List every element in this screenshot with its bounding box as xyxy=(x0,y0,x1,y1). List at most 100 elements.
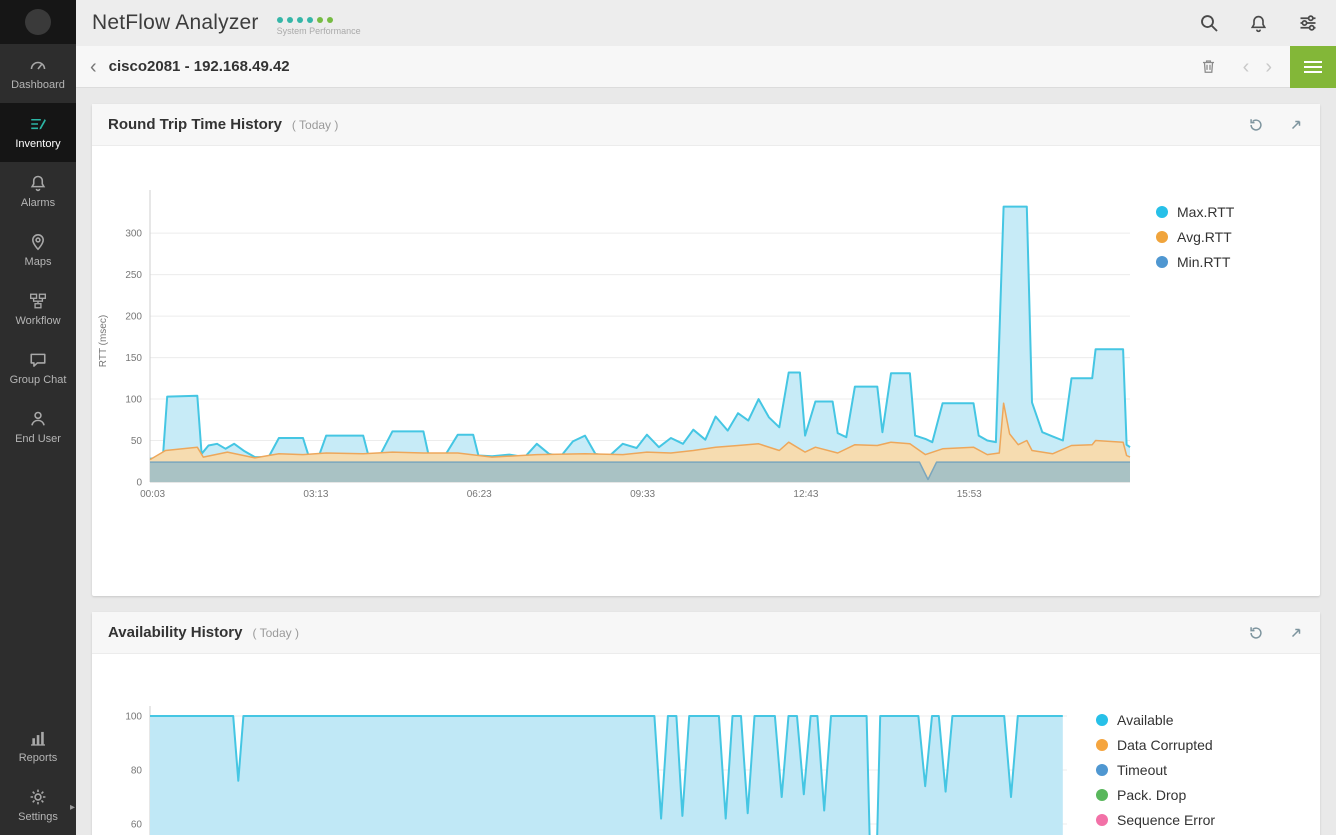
legend-label: Sequence Error xyxy=(1117,812,1216,828)
system-performance-status: System Performance xyxy=(276,16,361,36)
main-column: NetFlow Analyzer System Performance ‹ ci… xyxy=(76,0,1336,835)
filter-sliders-icon[interactable] xyxy=(1298,13,1318,33)
legend-item[interactable]: Max.RTT xyxy=(1156,204,1234,220)
availability-card-actions xyxy=(1248,625,1304,641)
legend-label: Avg.RTT xyxy=(1177,229,1232,245)
legend-dot xyxy=(1096,764,1108,776)
inventory-icon xyxy=(31,118,46,130)
legend-label: Data Corrupted xyxy=(1117,737,1213,753)
availability-chart: 60 80 100 xyxy=(125,706,1067,835)
gear-icon xyxy=(30,789,46,805)
hamburger-menu-button[interactable] xyxy=(1290,45,1336,88)
status-dot xyxy=(276,16,283,23)
svg-text:100: 100 xyxy=(125,395,142,406)
dashboard-icon xyxy=(30,61,46,70)
legend-dot xyxy=(1096,814,1108,826)
back-chevron[interactable]: ‹ xyxy=(90,55,97,78)
svg-text:100: 100 xyxy=(125,712,142,723)
svg-text:50: 50 xyxy=(131,436,143,447)
legend-dot xyxy=(1096,714,1108,726)
notifications-bell-icon[interactable] xyxy=(1249,14,1268,33)
legend-item[interactable]: Data Corrupted xyxy=(1096,737,1215,753)
device-title: cisco2081 - 192.168.49.42 xyxy=(108,58,290,75)
rtt-legend: Max.RTT Avg.RTT Min.RTT xyxy=(1142,146,1234,279)
status-caption: System Performance xyxy=(276,25,361,36)
sidebar-item-label: Workflow xyxy=(15,315,61,327)
rtt-card-header: Round Trip Time History ( Today ) xyxy=(92,104,1320,146)
svg-text:09:33: 09:33 xyxy=(630,489,655,500)
legend-dot xyxy=(1156,256,1168,268)
search-icon[interactable] xyxy=(1199,13,1219,33)
svg-text:200: 200 xyxy=(125,312,142,323)
sidebar-item-inventory[interactable]: Inventory xyxy=(0,103,76,162)
sidebar-item-maps[interactable]: Maps xyxy=(0,221,76,280)
trash-icon[interactable] xyxy=(1200,58,1217,75)
expand-icon[interactable] xyxy=(1288,117,1304,133)
legend-item[interactable]: Pack. Drop xyxy=(1096,787,1215,803)
sidebar-item-end-user[interactable]: End User xyxy=(0,398,76,457)
svg-text:150: 150 xyxy=(125,353,142,364)
sidebar-item-settings[interactable]: Settings ▸ xyxy=(0,776,76,835)
sidebar-item-alarms[interactable]: Alarms xyxy=(0,162,76,221)
refresh-icon[interactable] xyxy=(1248,625,1264,641)
svg-text:12:43: 12:43 xyxy=(793,489,818,500)
device-toolbar: ‹ cisco2081 - 192.168.49.42 ‹ › xyxy=(76,45,1336,88)
legend-dot xyxy=(1096,739,1108,751)
legend-label: Max.RTT xyxy=(1177,204,1235,220)
availability-card-body: 60 80 100 Available Data Corrupted Timeout Pa… xyxy=(92,654,1320,835)
refresh-icon[interactable] xyxy=(1248,117,1264,133)
status-dot xyxy=(316,16,323,23)
legend-label: Pack. Drop xyxy=(1117,787,1187,803)
card-availability: Availability History ( Today ) 60 80 100 A… xyxy=(92,612,1320,835)
sidebar-spacer xyxy=(0,457,76,717)
map-pin-icon xyxy=(32,234,44,251)
content-area: Round Trip Time History ( Today ) 0 50 100… xyxy=(76,88,1336,835)
legend-label: Available xyxy=(1117,712,1174,728)
sidebar-expand-icon[interactable]: ▸ xyxy=(69,802,75,813)
next-chevron[interactable]: › xyxy=(1265,55,1272,78)
svg-text:00:03: 00:03 xyxy=(140,489,165,500)
legend-label: Timeout xyxy=(1117,762,1168,778)
sidebar-item-workflow[interactable]: Workflow xyxy=(0,280,76,339)
rtt-chart: 0 50 100 150 200 250 300 00:03 03:13 06:23 09:33 12… xyxy=(98,190,1131,500)
sidebar-item-label: Inventory xyxy=(15,138,61,150)
sidebar-item-group-chat[interactable]: Group Chat xyxy=(0,339,76,398)
expand-icon[interactable] xyxy=(1288,625,1304,641)
sidebar-item-reports[interactable]: Reports xyxy=(0,717,76,776)
availability-card-title: Availability History xyxy=(108,624,243,641)
chat-bubble-icon xyxy=(30,353,46,367)
legend-item[interactable]: Available xyxy=(1096,712,1215,728)
rtt-card-period: ( Today ) xyxy=(291,117,339,132)
sidebar-item-label: Maps xyxy=(24,256,52,268)
availability-legend: Available Data Corrupted Timeout Pack. Drop… xyxy=(1082,654,1215,835)
prev-chevron[interactable]: ‹ xyxy=(1242,55,1250,78)
legend-item[interactable]: Min.RTT xyxy=(1156,254,1234,270)
svg-text:80: 80 xyxy=(131,766,143,777)
availability-card-header: Availability History ( Today ) xyxy=(92,612,1320,654)
sidebar-item-dashboard[interactable]: Dashboard xyxy=(0,44,76,103)
svg-text:0: 0 xyxy=(136,478,142,489)
avatar[interactable] xyxy=(25,9,51,35)
alarm-bell-icon xyxy=(30,175,46,192)
svg-text:60: 60 xyxy=(131,820,143,831)
sidebar-item-label: Group Chat xyxy=(9,374,67,386)
sidebar: Dashboard Inventory Alarms Maps Workflow… xyxy=(0,0,76,835)
status-dot xyxy=(326,16,333,23)
legend-dot xyxy=(1096,789,1108,801)
legend-label: Min.RTT xyxy=(1177,254,1231,270)
device-toolbar-actions: ‹ › xyxy=(1200,45,1336,88)
legend-item[interactable]: Sequence Error xyxy=(1096,812,1215,828)
sidebar-item-label: Settings xyxy=(18,811,58,823)
sidebar-item-label: Alarms xyxy=(20,197,56,209)
legend-item[interactable]: Timeout xyxy=(1096,762,1215,778)
rtt-card-body: 0 50 100 150 200 250 300 00:03 03:13 06:23 09:33 12… xyxy=(92,146,1320,596)
bar-chart-icon xyxy=(31,731,45,746)
avatar-block[interactable] xyxy=(0,0,76,44)
legend-dot xyxy=(1156,231,1168,243)
legend-dot xyxy=(1156,206,1168,218)
legend-item[interactable]: Avg.RTT xyxy=(1156,229,1234,245)
workflow-icon xyxy=(30,293,46,309)
top-header: NetFlow Analyzer System Performance xyxy=(76,0,1336,46)
card-round-trip-time: Round Trip Time History ( Today ) 0 50 100… xyxy=(92,104,1320,596)
